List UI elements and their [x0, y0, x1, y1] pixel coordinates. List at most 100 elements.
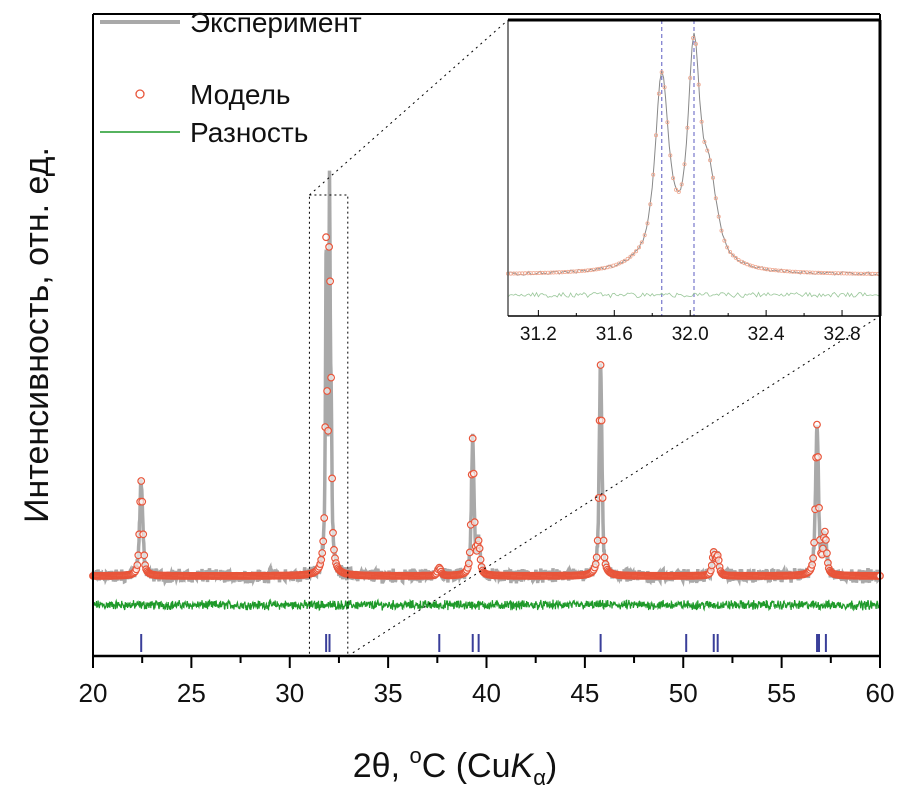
- inset-model-point: [679, 182, 684, 187]
- model-point: [133, 561, 142, 569]
- difference-line: [92, 598, 881, 612]
- x-tick-label: 50: [669, 678, 698, 708]
- model-point: [808, 560, 816, 569]
- inset-model-point: [719, 228, 724, 233]
- model-point: [815, 503, 823, 512]
- inset-model-point: [713, 196, 718, 201]
- model-point: [809, 554, 817, 563]
- inset-model-point: [682, 162, 687, 167]
- inset-model-point: [637, 245, 642, 250]
- model-point: [600, 553, 609, 562]
- model-point: [599, 536, 608, 545]
- inset-model-point: [634, 249, 639, 254]
- legend-label-experiment: Эксперимент: [190, 7, 362, 38]
- inset-model-point: [651, 172, 656, 177]
- x-tick-label: 40: [472, 678, 501, 708]
- model-point: [317, 555, 326, 564]
- inset-model-point: [665, 120, 670, 125]
- model-point: [475, 544, 484, 553]
- inset-model-point: [622, 258, 627, 263]
- model-point: [319, 537, 328, 546]
- inset-model-point: [693, 42, 698, 47]
- model-point: [330, 545, 338, 554]
- x-tick-label: 60: [866, 678, 895, 708]
- x-tick-label: 55: [767, 678, 796, 708]
- inset-tick-label: 31.6: [596, 324, 633, 345]
- inset-model-point: [642, 233, 647, 238]
- model-point: [814, 453, 822, 461]
- inset-model-point: [639, 240, 644, 245]
- inset-model-point: [511, 271, 516, 276]
- x-tick-label: 30: [275, 678, 304, 708]
- inset-model-point: [844, 271, 849, 276]
- legend-label-model: Модель: [190, 79, 291, 110]
- inset-model-point: [671, 176, 676, 181]
- inset-difference-line: [507, 291, 881, 299]
- x-tick-label: 20: [79, 678, 108, 708]
- inset-tick-label: 32.4: [748, 324, 785, 345]
- inset-model-point: [517, 271, 522, 276]
- x-tick-label: 25: [177, 678, 206, 708]
- inset-model-point: [733, 255, 738, 260]
- inset-model-point: [716, 214, 721, 219]
- inset-model-point: [674, 187, 679, 192]
- model-point: [138, 497, 147, 506]
- model-point: [714, 556, 723, 565]
- inset-model-point: [648, 202, 653, 207]
- model-point: [320, 514, 329, 522]
- model-point: [823, 549, 831, 558]
- inset-model-point: [628, 254, 633, 259]
- inset-model-point: [676, 189, 681, 194]
- model-point: [140, 551, 149, 560]
- inset-model-point: [699, 119, 704, 124]
- inset-model-point: [662, 85, 667, 90]
- inset-model-point: [728, 249, 733, 254]
- inset-model-point: [654, 133, 659, 138]
- inset-model-point: [702, 139, 707, 144]
- model-point: [469, 469, 478, 478]
- inset-tick-label: 31.2: [520, 324, 557, 345]
- inset-model-point: [850, 271, 855, 276]
- model-point: [707, 561, 716, 570]
- inset-tick-label: 32.8: [824, 324, 861, 345]
- model-point: [591, 560, 600, 568]
- inset-model-point: [736, 257, 741, 262]
- model-point: [329, 528, 337, 537]
- model-point: [137, 477, 146, 485]
- model-point: [821, 527, 829, 536]
- x-axis-title: 2θ, oC (CuKα): [353, 743, 558, 790]
- model-point: [465, 548, 474, 557]
- model-point: [474, 536, 483, 545]
- inset-model-point: [722, 238, 727, 243]
- inset-model-point: [656, 91, 661, 96]
- inset-model-point: [873, 271, 878, 276]
- inset-model-point: [625, 256, 630, 261]
- model-point: [139, 530, 148, 539]
- inset-model-point: [711, 175, 716, 180]
- model-point: [470, 518, 479, 527]
- inset-model-point: [685, 125, 690, 130]
- model-point: [324, 426, 333, 435]
- inset-model-point: [696, 82, 701, 87]
- inset-model-point: [631, 252, 636, 257]
- inset-plot: 31.2 31.6 32.0 32.4 32.8: [505, 18, 882, 345]
- model-point: [328, 474, 337, 483]
- model-point: [318, 549, 327, 557]
- inset-model-point: [645, 221, 650, 226]
- model-point: [598, 494, 607, 502]
- inset-model-point: [705, 148, 710, 153]
- model-point: [596, 361, 605, 369]
- inset-model-point: [725, 245, 730, 250]
- model-point: [476, 555, 485, 564]
- inset-model-point: [688, 76, 693, 81]
- inset-tick-label: 32.0: [672, 324, 709, 345]
- model-point: [592, 553, 601, 562]
- model-point: [327, 373, 336, 382]
- zoom-connector-top: [309, 19, 509, 196]
- main-plot: 20 25 30 35 40 45 50 55 60: [79, 13, 895, 708]
- model-point: [323, 387, 332, 395]
- model-point: [813, 420, 821, 429]
- x-tick-label: 45: [570, 678, 599, 708]
